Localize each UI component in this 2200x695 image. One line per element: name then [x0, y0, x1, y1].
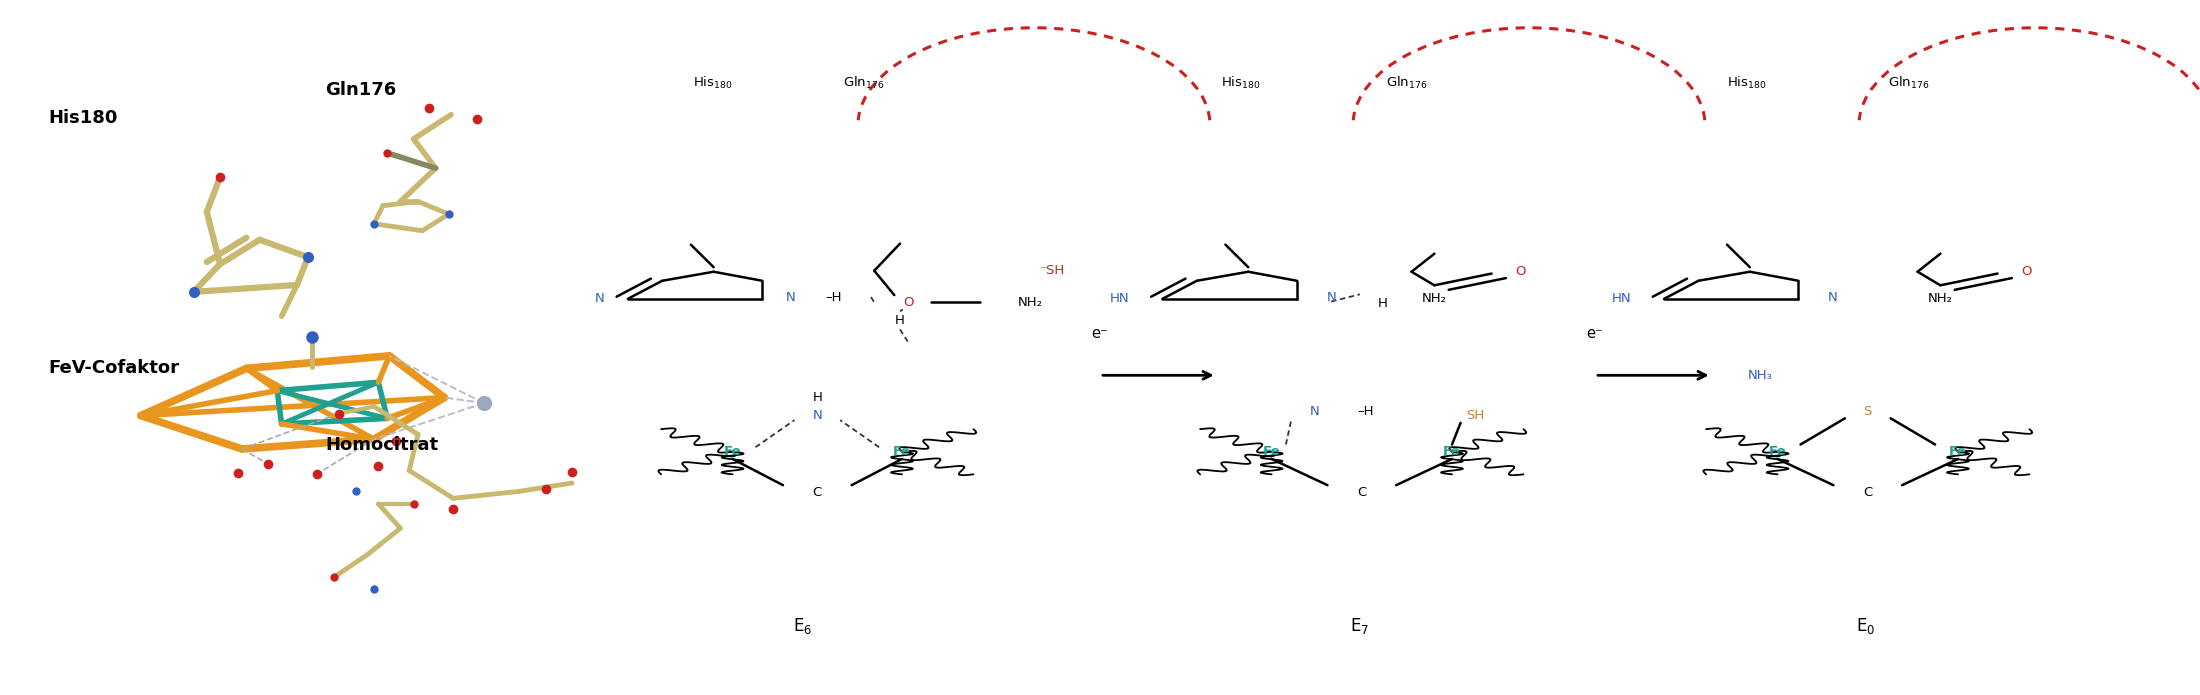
Text: His$_{180}$: His$_{180}$	[1727, 75, 1767, 92]
Text: –H: –H	[1357, 404, 1373, 418]
Text: O: O	[2022, 265, 2031, 278]
Text: S: S	[1863, 404, 1872, 418]
Text: H: H	[1377, 297, 1388, 310]
Text: N: N	[1327, 291, 1335, 304]
Text: SH: SH	[1465, 409, 1485, 422]
Text: C: C	[812, 486, 823, 499]
Text: His$_{180}$: His$_{180}$	[1221, 75, 1261, 92]
Text: E$_7$: E$_7$	[1351, 616, 1368, 635]
Text: Fe: Fe	[893, 445, 911, 458]
Text: Fe: Fe	[1949, 445, 1967, 458]
Text: e⁻: e⁻	[1586, 326, 1604, 341]
Text: –H: –H	[825, 291, 843, 304]
Text: H: H	[895, 314, 904, 327]
Text: HN: HN	[1610, 293, 1630, 305]
Text: N: N	[812, 409, 823, 422]
Text: e⁻: e⁻	[1091, 326, 1109, 341]
Text: N: N	[785, 291, 796, 304]
Text: Gln$_{176}$: Gln$_{176}$	[843, 75, 884, 92]
Text: N: N	[1309, 404, 1320, 418]
Text: ⁻SH: ⁻SH	[1038, 264, 1065, 277]
Text: H: H	[812, 391, 823, 404]
Text: NH₂: NH₂	[1421, 293, 1448, 305]
Text: Fe: Fe	[724, 445, 741, 458]
Text: Fe: Fe	[1263, 445, 1280, 458]
Text: HN: HN	[1109, 293, 1129, 305]
Text: Gln$_{176}$: Gln$_{176}$	[1386, 75, 1428, 92]
Text: NH₃: NH₃	[1747, 369, 1773, 382]
Text: E$_6$: E$_6$	[794, 616, 812, 635]
Text: Gln$_{176}$: Gln$_{176}$	[1888, 75, 1929, 92]
Text: Fe: Fe	[1769, 445, 1786, 458]
Text: O: O	[1516, 265, 1525, 278]
Text: FeV-Cofaktor: FeV-Cofaktor	[48, 359, 180, 377]
Text: NH₂: NH₂	[1016, 296, 1043, 309]
Text: Fe: Fe	[1443, 445, 1461, 458]
Text: Gln176: Gln176	[326, 81, 396, 99]
Text: C: C	[1357, 486, 1366, 499]
Text: NH₂: NH₂	[1927, 293, 1954, 305]
Text: C: C	[1863, 486, 1872, 499]
Text: O: O	[904, 296, 913, 309]
Text: Homocitrat: Homocitrat	[326, 436, 438, 454]
Text: N: N	[1828, 291, 1837, 304]
Text: E$_0$: E$_0$	[1857, 616, 1874, 635]
Text: His$_{180}$: His$_{180}$	[693, 75, 733, 92]
Text: His180: His180	[48, 109, 119, 127]
Text: N: N	[594, 293, 605, 305]
